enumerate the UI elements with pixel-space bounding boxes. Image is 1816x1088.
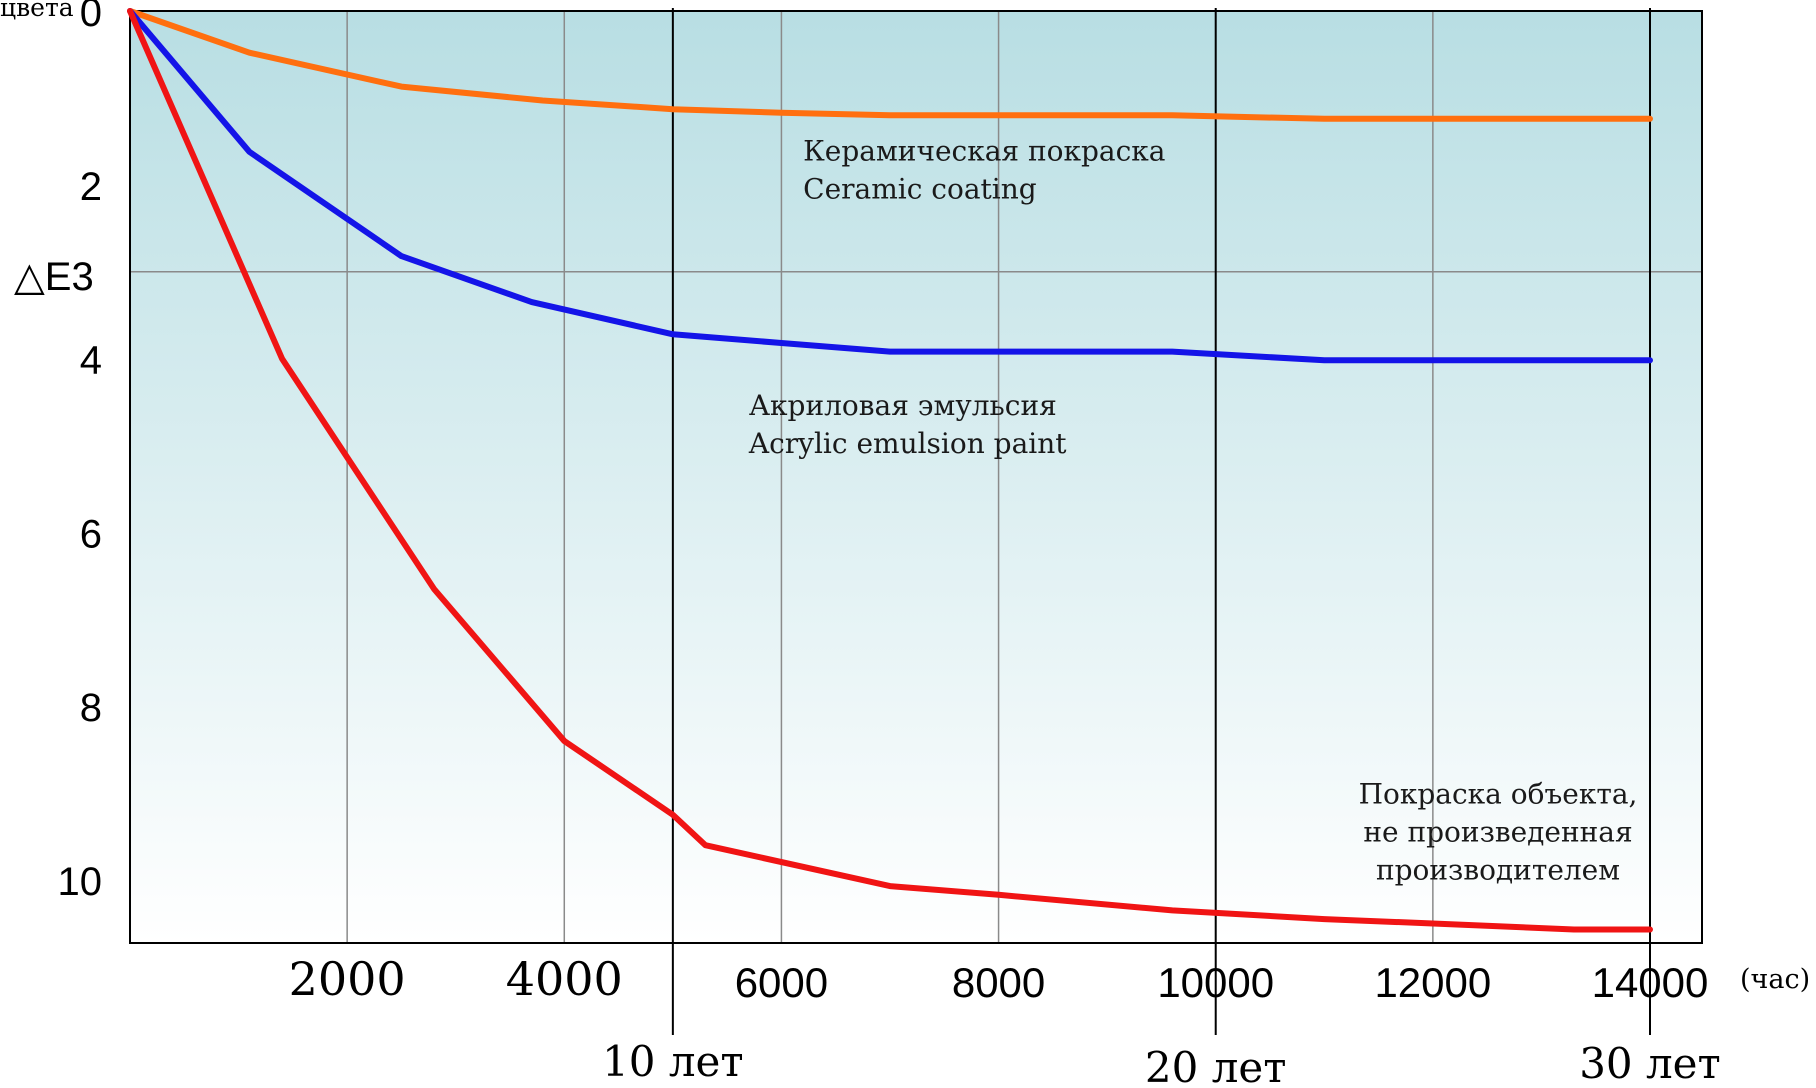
annotation-line: Покраска объекта, [1359,778,1638,811]
year-label: 10 лет [602,1037,744,1086]
annotation-line: производителем [1376,854,1620,887]
y-axis-label-top: цвета [0,0,74,22]
y-tick-labels: 0 2 4 6 8 10 [58,0,103,904]
plot-background [130,11,1702,943]
plot-frame [129,10,1703,944]
year-labels: 10 лет 20 лет 30 лет [602,1037,1721,1088]
x-tick-label: 14000 [1592,959,1709,1006]
series-line-3 [127,8,1653,933]
x-tick-labels: 2000 4000 6000 8000 10000 12000 14000 [289,952,1709,1006]
series-line-1 [127,8,1653,122]
y-axis-label: △E3 [14,255,94,299]
year-label: 30 лет [1579,1039,1721,1088]
x-tick-label: 6000 [735,959,828,1006]
series-lines [127,8,1653,933]
y-tick-label: 8 [80,686,102,730]
y-tick-label: 6 [80,512,102,556]
annotation-line: не произведенная [1363,816,1632,849]
year-marker-lines [671,8,1651,1035]
annotations: Керамическая покраска Ceramic coating Акри… [748,134,1638,886]
x-tick-label: 12000 [1374,959,1491,1006]
y-tick-label: 2 [80,165,102,209]
x-axis-unit: (час) [1740,964,1810,995]
annotation-line: Керамическая покраска [803,134,1165,167]
y-tick-label: 10 [58,860,103,904]
y-tick-label: 0 [80,0,102,35]
x-tick-label: 8000 [952,959,1045,1006]
x-tick-label: 2000 [289,952,406,1006]
annotation-line: Ceramic coating [803,172,1037,205]
annotation-line: Акриловая эмульсия [749,389,1057,422]
x-tick-label: 4000 [506,952,623,1006]
grid-lines [130,11,1702,943]
x-tick-label: 10000 [1157,959,1274,1006]
y-tick-label: 4 [80,339,102,383]
series-line-2 [127,8,1653,364]
year-label: 20 лет [1145,1043,1287,1088]
annotation-line: Acrylic emulsion paint [748,427,1067,460]
